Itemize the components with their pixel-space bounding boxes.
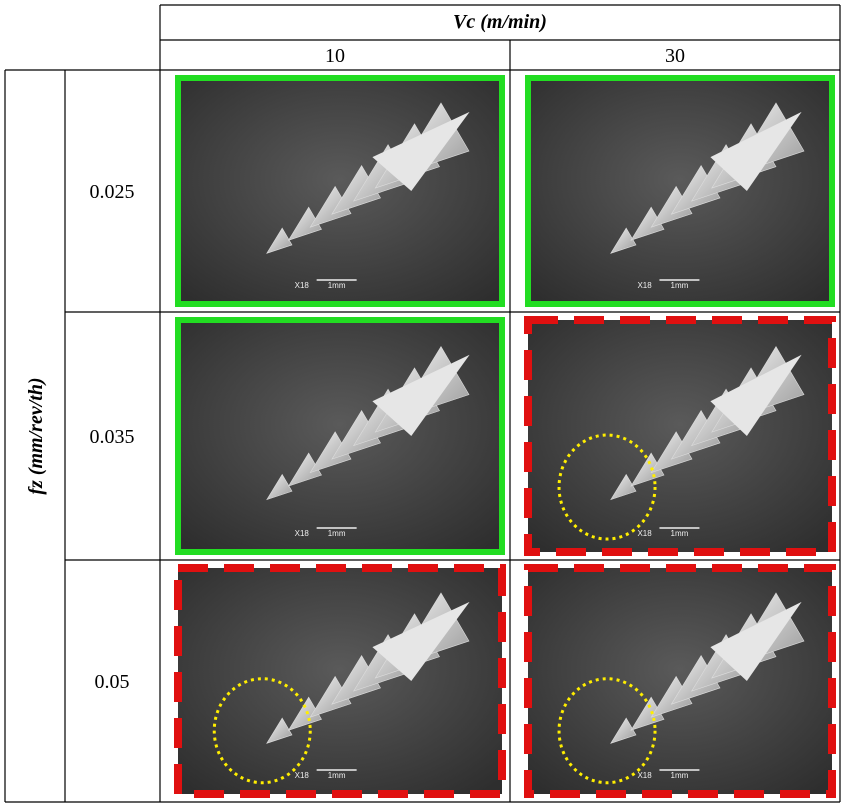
row-label: 0.035 (90, 426, 135, 448)
chip-tip (372, 601, 470, 681)
row-group-header: fz (mm/rev/th) (25, 377, 47, 494)
image-background (528, 320, 832, 552)
column-label: 10 (325, 45, 345, 67)
image-frame (175, 75, 505, 307)
chip-segment (266, 227, 293, 254)
highlight-circle (557, 677, 657, 785)
magnification: X18 (295, 529, 310, 538)
sem-image: X18 1mm (524, 564, 836, 798)
image-frame (524, 316, 836, 556)
chip-segment (287, 696, 322, 731)
highlight-circle (557, 433, 657, 541)
sem-image: X18 1mm (174, 564, 506, 798)
magnification: X18 (637, 529, 652, 538)
scale-label: 1mm (328, 281, 346, 290)
scale-label: 1mm (671, 529, 689, 538)
column-label: 30 (665, 45, 685, 67)
magnification: X18 (637, 281, 652, 290)
image-background (178, 568, 502, 794)
table-lines (4, 4, 841, 803)
sem-image: X18 1mm (175, 75, 505, 307)
sem-image: X18 1mm (525, 75, 835, 307)
image-frame (525, 75, 835, 307)
image-frame (175, 317, 505, 555)
image-frame (174, 564, 506, 798)
chip-tip (710, 354, 802, 436)
chip-segment (287, 206, 322, 241)
chip-segment (266, 473, 293, 501)
magnification: X18 (295, 281, 310, 290)
sem-image: X18 1mm (524, 316, 836, 556)
chip-segment (610, 227, 637, 254)
image-background (528, 568, 832, 794)
scale-label: 1mm (671, 771, 689, 780)
image-background (528, 78, 832, 304)
scale-label: 1mm (328, 771, 346, 780)
chip-tip (710, 111, 802, 191)
chip-segment (266, 717, 293, 744)
chip-tip (372, 354, 470, 436)
image-frame (524, 564, 836, 798)
chip-tip (710, 601, 802, 681)
image-background (178, 320, 502, 552)
chip-segment (610, 717, 637, 744)
magnification: X18 (637, 771, 652, 780)
sem-image: X18 1mm (175, 317, 505, 555)
row-label: 0.025 (90, 181, 135, 203)
image-background (178, 78, 502, 304)
highlight-circle (212, 677, 312, 785)
scale-label: 1mm (328, 529, 346, 538)
chip-tip (372, 111, 470, 191)
row-label: 0.05 (95, 671, 130, 693)
scale-label: 1mm (671, 281, 689, 290)
magnification: X18 (295, 771, 310, 780)
chip-segment (610, 473, 637, 501)
column-group-header: Vc (m/min) (453, 11, 547, 33)
